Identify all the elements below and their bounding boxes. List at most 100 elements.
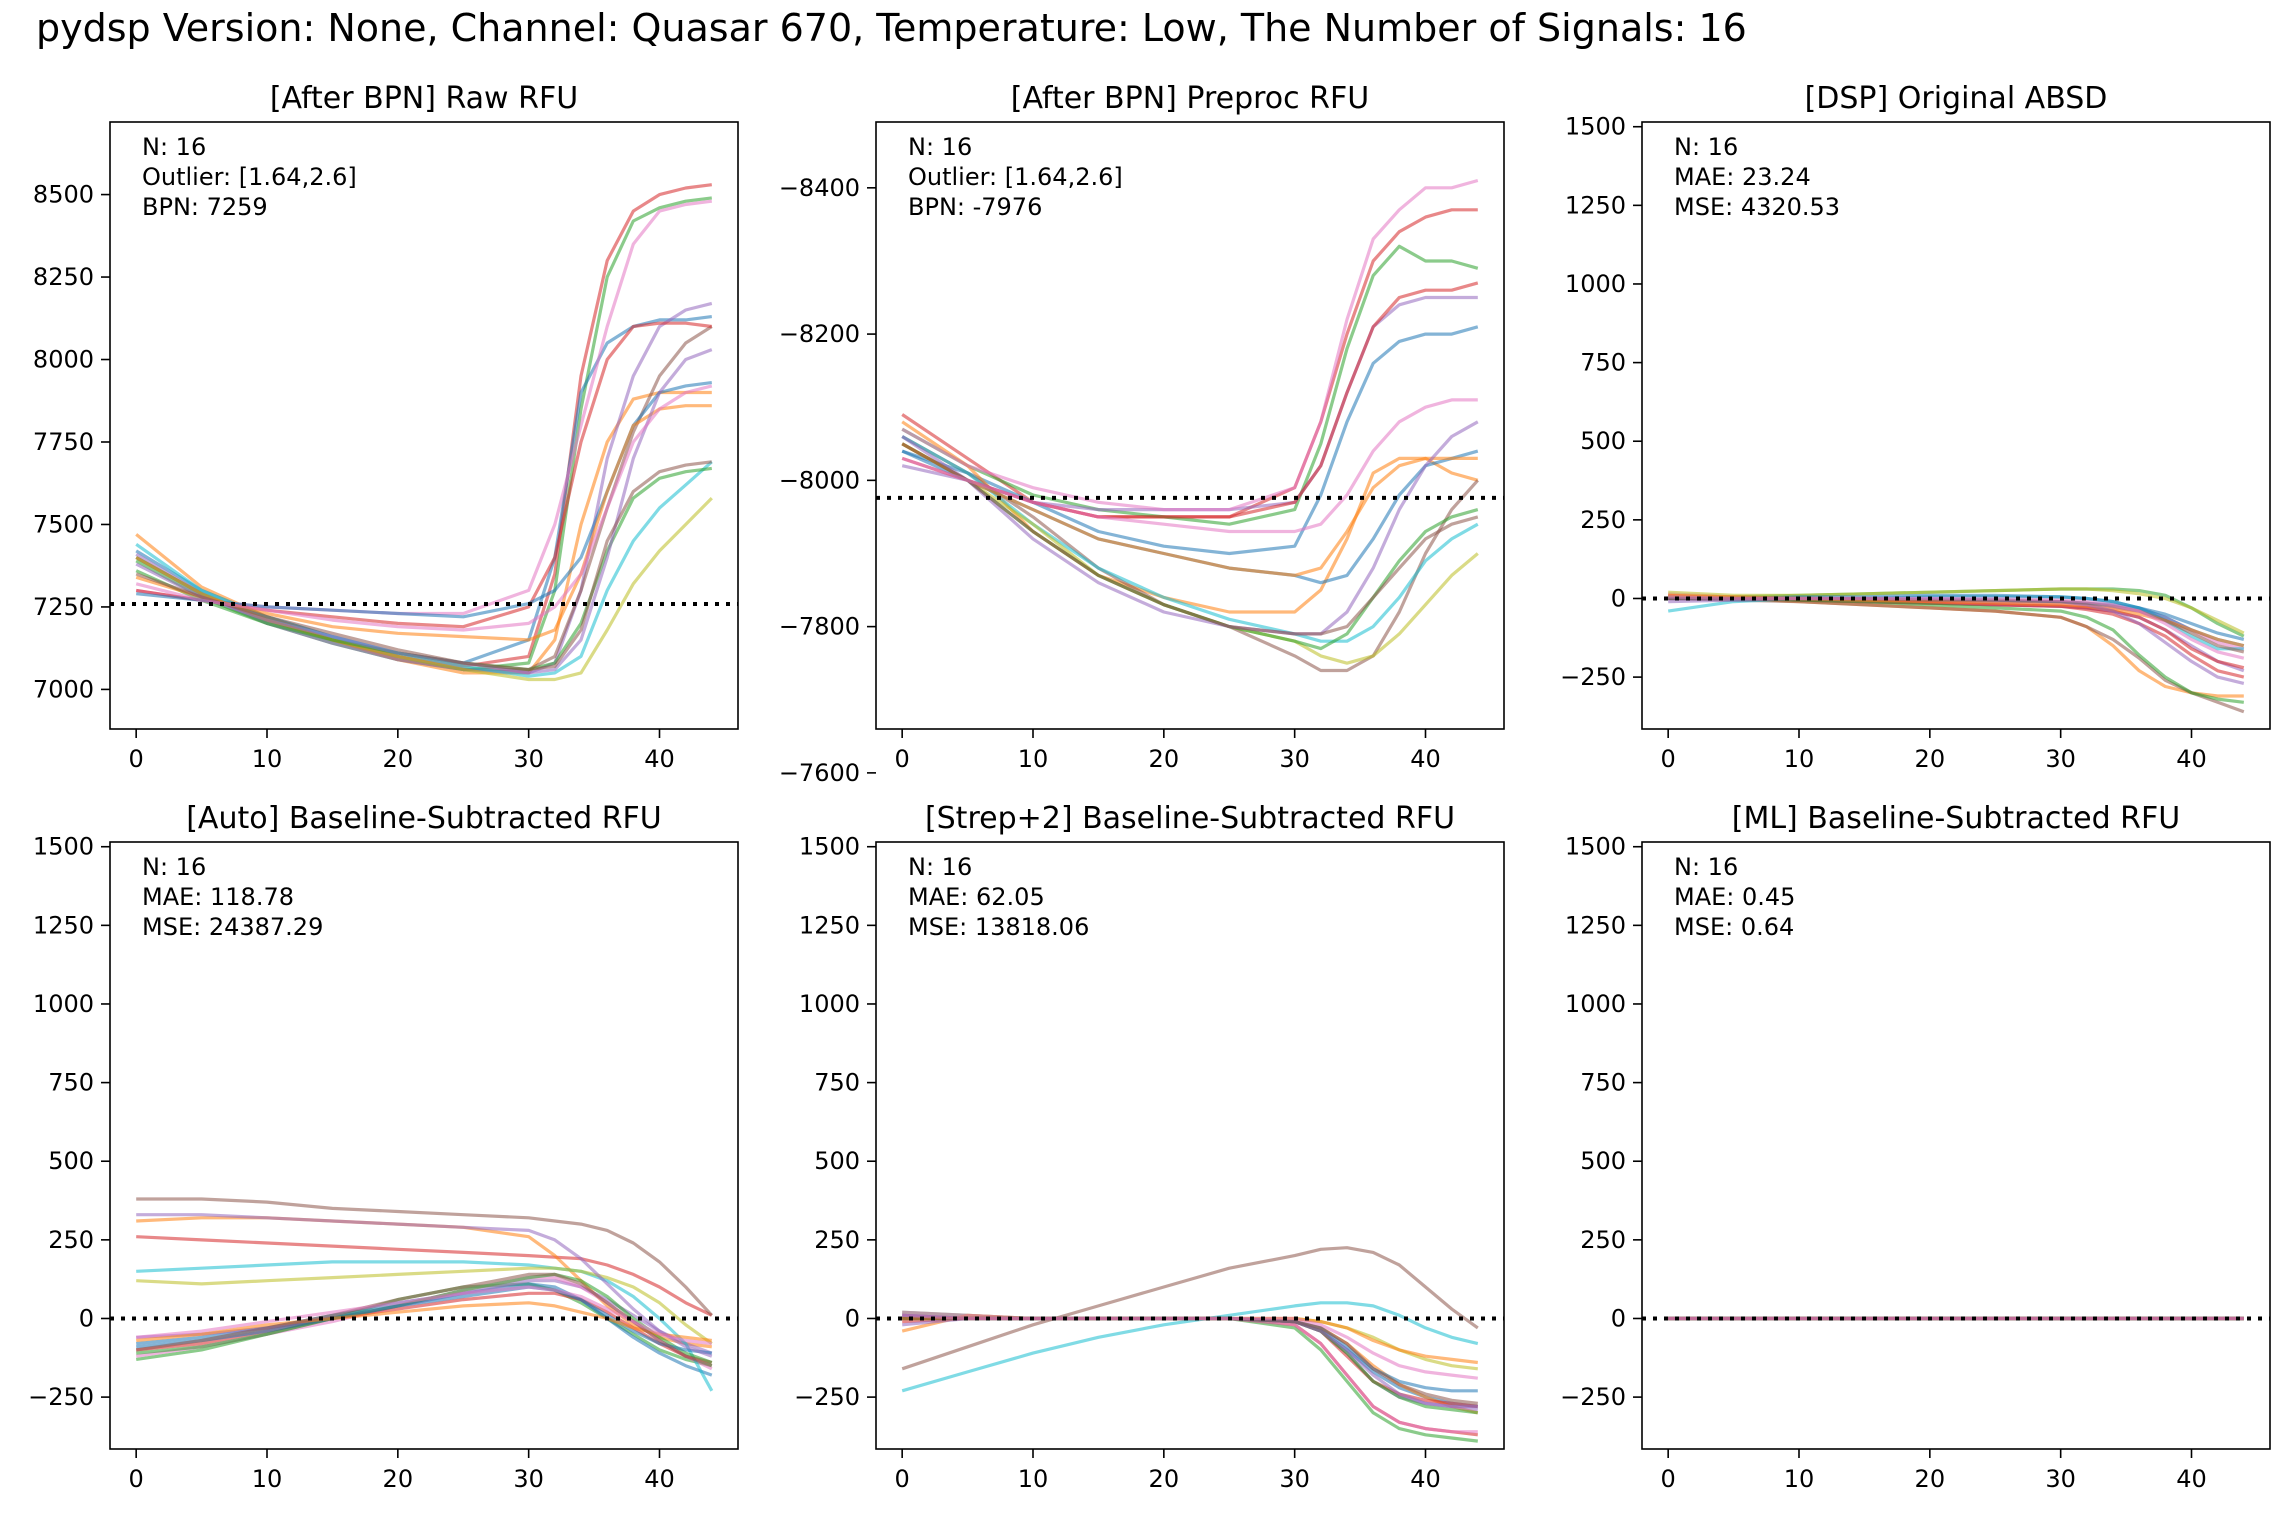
annotation-text: N: 16 (1674, 853, 1738, 881)
y-tick-label: 500 (814, 1147, 860, 1175)
annotation-text: Outlier: [1.64,2.6] (142, 163, 357, 191)
series-line (135, 496, 713, 682)
annotation-text: N: 16 (908, 853, 972, 881)
chart-panel: [After BPN] Raw RFU 0 10 20 30 40 7000 7250 7500… (33, 81, 739, 773)
series-line (901, 1246, 1479, 1371)
y-tick-label: 500 (1580, 427, 1626, 455)
y-tick-label: 1000 (1565, 270, 1626, 298)
series-line (901, 435, 1479, 643)
chart-title: [Auto] Baseline-Subtracted RFU (186, 801, 662, 836)
x-tick-label: 40 (644, 745, 675, 773)
y-tick-label: 1500 (33, 833, 94, 861)
annotation-text: MSE: 13818.06 (908, 913, 1089, 941)
y-tick-label: 500 (48, 1147, 94, 1175)
series-line (136, 1213, 713, 1358)
series-line (901, 295, 1478, 512)
y-tick-label: 1500 (1565, 113, 1626, 141)
y-tick-label: 1500 (1565, 833, 1626, 861)
x-tick-label: 30 (1279, 745, 1310, 773)
chart-panel: [Auto] Baseline-Subtracted RFU 0 10 20 30 40 −… (28, 801, 739, 1493)
x-tick-label: 20 (1915, 1465, 1946, 1493)
x-tick-label: 40 (1410, 745, 1441, 773)
axes-frame (1641, 841, 2271, 1450)
y-tick-label: −8000 (779, 466, 860, 494)
y-tick-label: 1000 (799, 990, 860, 1018)
chart-panel: [DSP] Original ABSD 0 10 20 30 40 −250 0 250 500 7… (1560, 81, 2271, 773)
series-line (135, 199, 713, 616)
x-tick-label: 30 (513, 1465, 544, 1493)
y-tick-label: 0 (79, 1304, 94, 1332)
x-tick-label: 20 (1915, 745, 1946, 773)
plot-area (876, 1246, 1504, 1443)
plot-area (1642, 587, 2270, 714)
x-tick-label: 20 (1149, 745, 1180, 773)
y-tick-label: 1500 (799, 833, 860, 861)
y-tick-label: 250 (1580, 506, 1626, 534)
annotation-text: MAE: 118.78 (142, 883, 294, 911)
y-tick-label: 1000 (33, 990, 94, 1018)
x-tick-label: 10 (1784, 1465, 1815, 1493)
series-line (901, 178, 1479, 512)
annotation-text: N: 16 (1674, 133, 1738, 161)
x-tick-label: 40 (644, 1465, 675, 1493)
annotation-text: N: 16 (908, 133, 972, 161)
y-tick-label: −250 (1560, 1383, 1626, 1411)
x-tick-label: 0 (1661, 1465, 1676, 1493)
y-tick-label: 8500 (33, 181, 94, 209)
series-line (135, 183, 713, 668)
y-tick-label: 750 (48, 1069, 94, 1097)
y-tick-label: 1000 (1565, 990, 1626, 1018)
chart-panel: [After BPN] Preproc RFU 0 10 20 30 40 −8400 −82… (779, 81, 1505, 787)
series-line (135, 348, 713, 675)
y-tick-label: 7750 (33, 428, 94, 456)
axes-frame (875, 841, 1505, 1450)
series-line (135, 321, 713, 629)
chart-title: [After BPN] Preproc RFU (1011, 81, 1370, 116)
annotation-text: MSE: 4320.53 (1674, 193, 1840, 221)
y-tick-label: 0 (1611, 584, 1626, 612)
y-tick-label: 250 (814, 1226, 860, 1254)
y-tick-label: −8400 (779, 174, 860, 202)
x-tick-label: 10 (252, 1465, 283, 1493)
series-line (901, 442, 1479, 665)
annotation-text: BPN: -7976 (908, 193, 1042, 221)
series-line (901, 442, 1479, 636)
series-line (136, 381, 713, 619)
plot-area (110, 1197, 738, 1392)
x-tick-label: 10 (252, 745, 283, 773)
y-tick-label: −7600 (779, 759, 860, 787)
series-line (901, 442, 1478, 578)
chart-title: [Strep+2] Baseline-Subtracted RFU (925, 801, 1455, 836)
y-tick-label: 750 (814, 1069, 860, 1097)
y-tick-label: 0 (845, 1304, 860, 1332)
y-tick-label: −8200 (779, 320, 860, 348)
series-line (901, 435, 1479, 673)
series-line (901, 325, 1479, 556)
series-line (135, 466, 713, 672)
axes-frame (109, 841, 739, 1450)
chart-title: [ML] Baseline-Subtracted RFU (1732, 801, 2181, 836)
x-tick-label: 0 (895, 745, 910, 773)
chart-panel: [ML] Baseline-Subtracted RFU 0 10 20 30 40 −25… (1560, 801, 2271, 1493)
series-line (135, 1272, 713, 1368)
y-tick-label: 1250 (33, 911, 94, 939)
series-line (136, 1197, 713, 1317)
y-tick-label: 750 (1580, 349, 1626, 377)
figure-title: pydsp Version: None, Channel: Quasar 670… (36, 6, 1747, 50)
x-tick-label: 20 (383, 745, 414, 773)
x-tick-label: 10 (1784, 745, 1815, 773)
x-tick-label: 0 (129, 745, 144, 773)
y-tick-label: −7800 (779, 613, 860, 641)
x-tick-label: 10 (1018, 1465, 1049, 1493)
series-line (135, 325, 713, 672)
x-tick-label: 30 (1279, 1465, 1310, 1493)
y-tick-label: −250 (794, 1383, 860, 1411)
y-tick-label: 1250 (1565, 911, 1626, 939)
annotation-text: MAE: 23.24 (1674, 163, 1811, 191)
x-tick-label: 40 (2176, 1465, 2207, 1493)
y-tick-label: 750 (1580, 1069, 1626, 1097)
y-tick-label: −250 (28, 1383, 94, 1411)
series-line (135, 384, 713, 632)
x-tick-label: 40 (1410, 1465, 1441, 1493)
